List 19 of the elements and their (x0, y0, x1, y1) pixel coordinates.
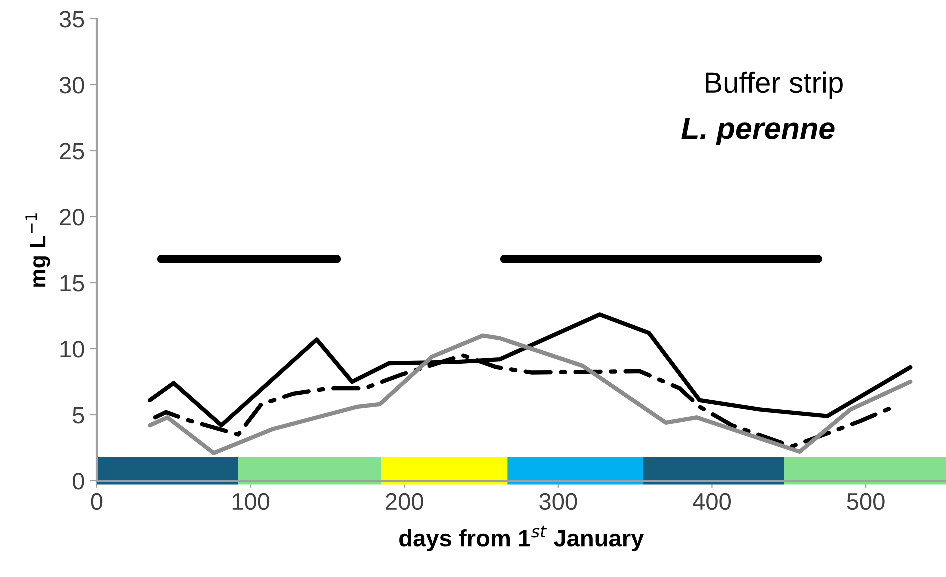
x-tick-label: 500 (847, 493, 885, 510)
y-tick-label: 25 (60, 143, 84, 160)
y-tick-label: 0 (72, 473, 84, 490)
annotation: Buffer strip (706, 72, 843, 99)
y-tick-label: 35 (60, 11, 84, 28)
y-tick-label: 5 (73, 407, 84, 424)
x-tick-label: 300 (540, 493, 578, 510)
annotation: L. perenne (682, 118, 835, 146)
x-tick-label: 100 (232, 493, 270, 510)
x-tick-label: 400 (693, 493, 731, 510)
y-tick-label: 10 (60, 341, 84, 358)
y-tick-label: 30 (60, 77, 84, 94)
x-tick-label: 200 (386, 493, 424, 510)
line-series (148, 334, 913, 456)
x-tick-label: 0 (91, 493, 103, 510)
y-axis-title: mg L$^{−1}$ (26, 214, 50, 287)
x-axis-title: days from 1$^{st}$ January (400, 526, 644, 552)
y-tick-label: 20 (60, 209, 84, 226)
y-tick-label: 15 (60, 275, 84, 292)
